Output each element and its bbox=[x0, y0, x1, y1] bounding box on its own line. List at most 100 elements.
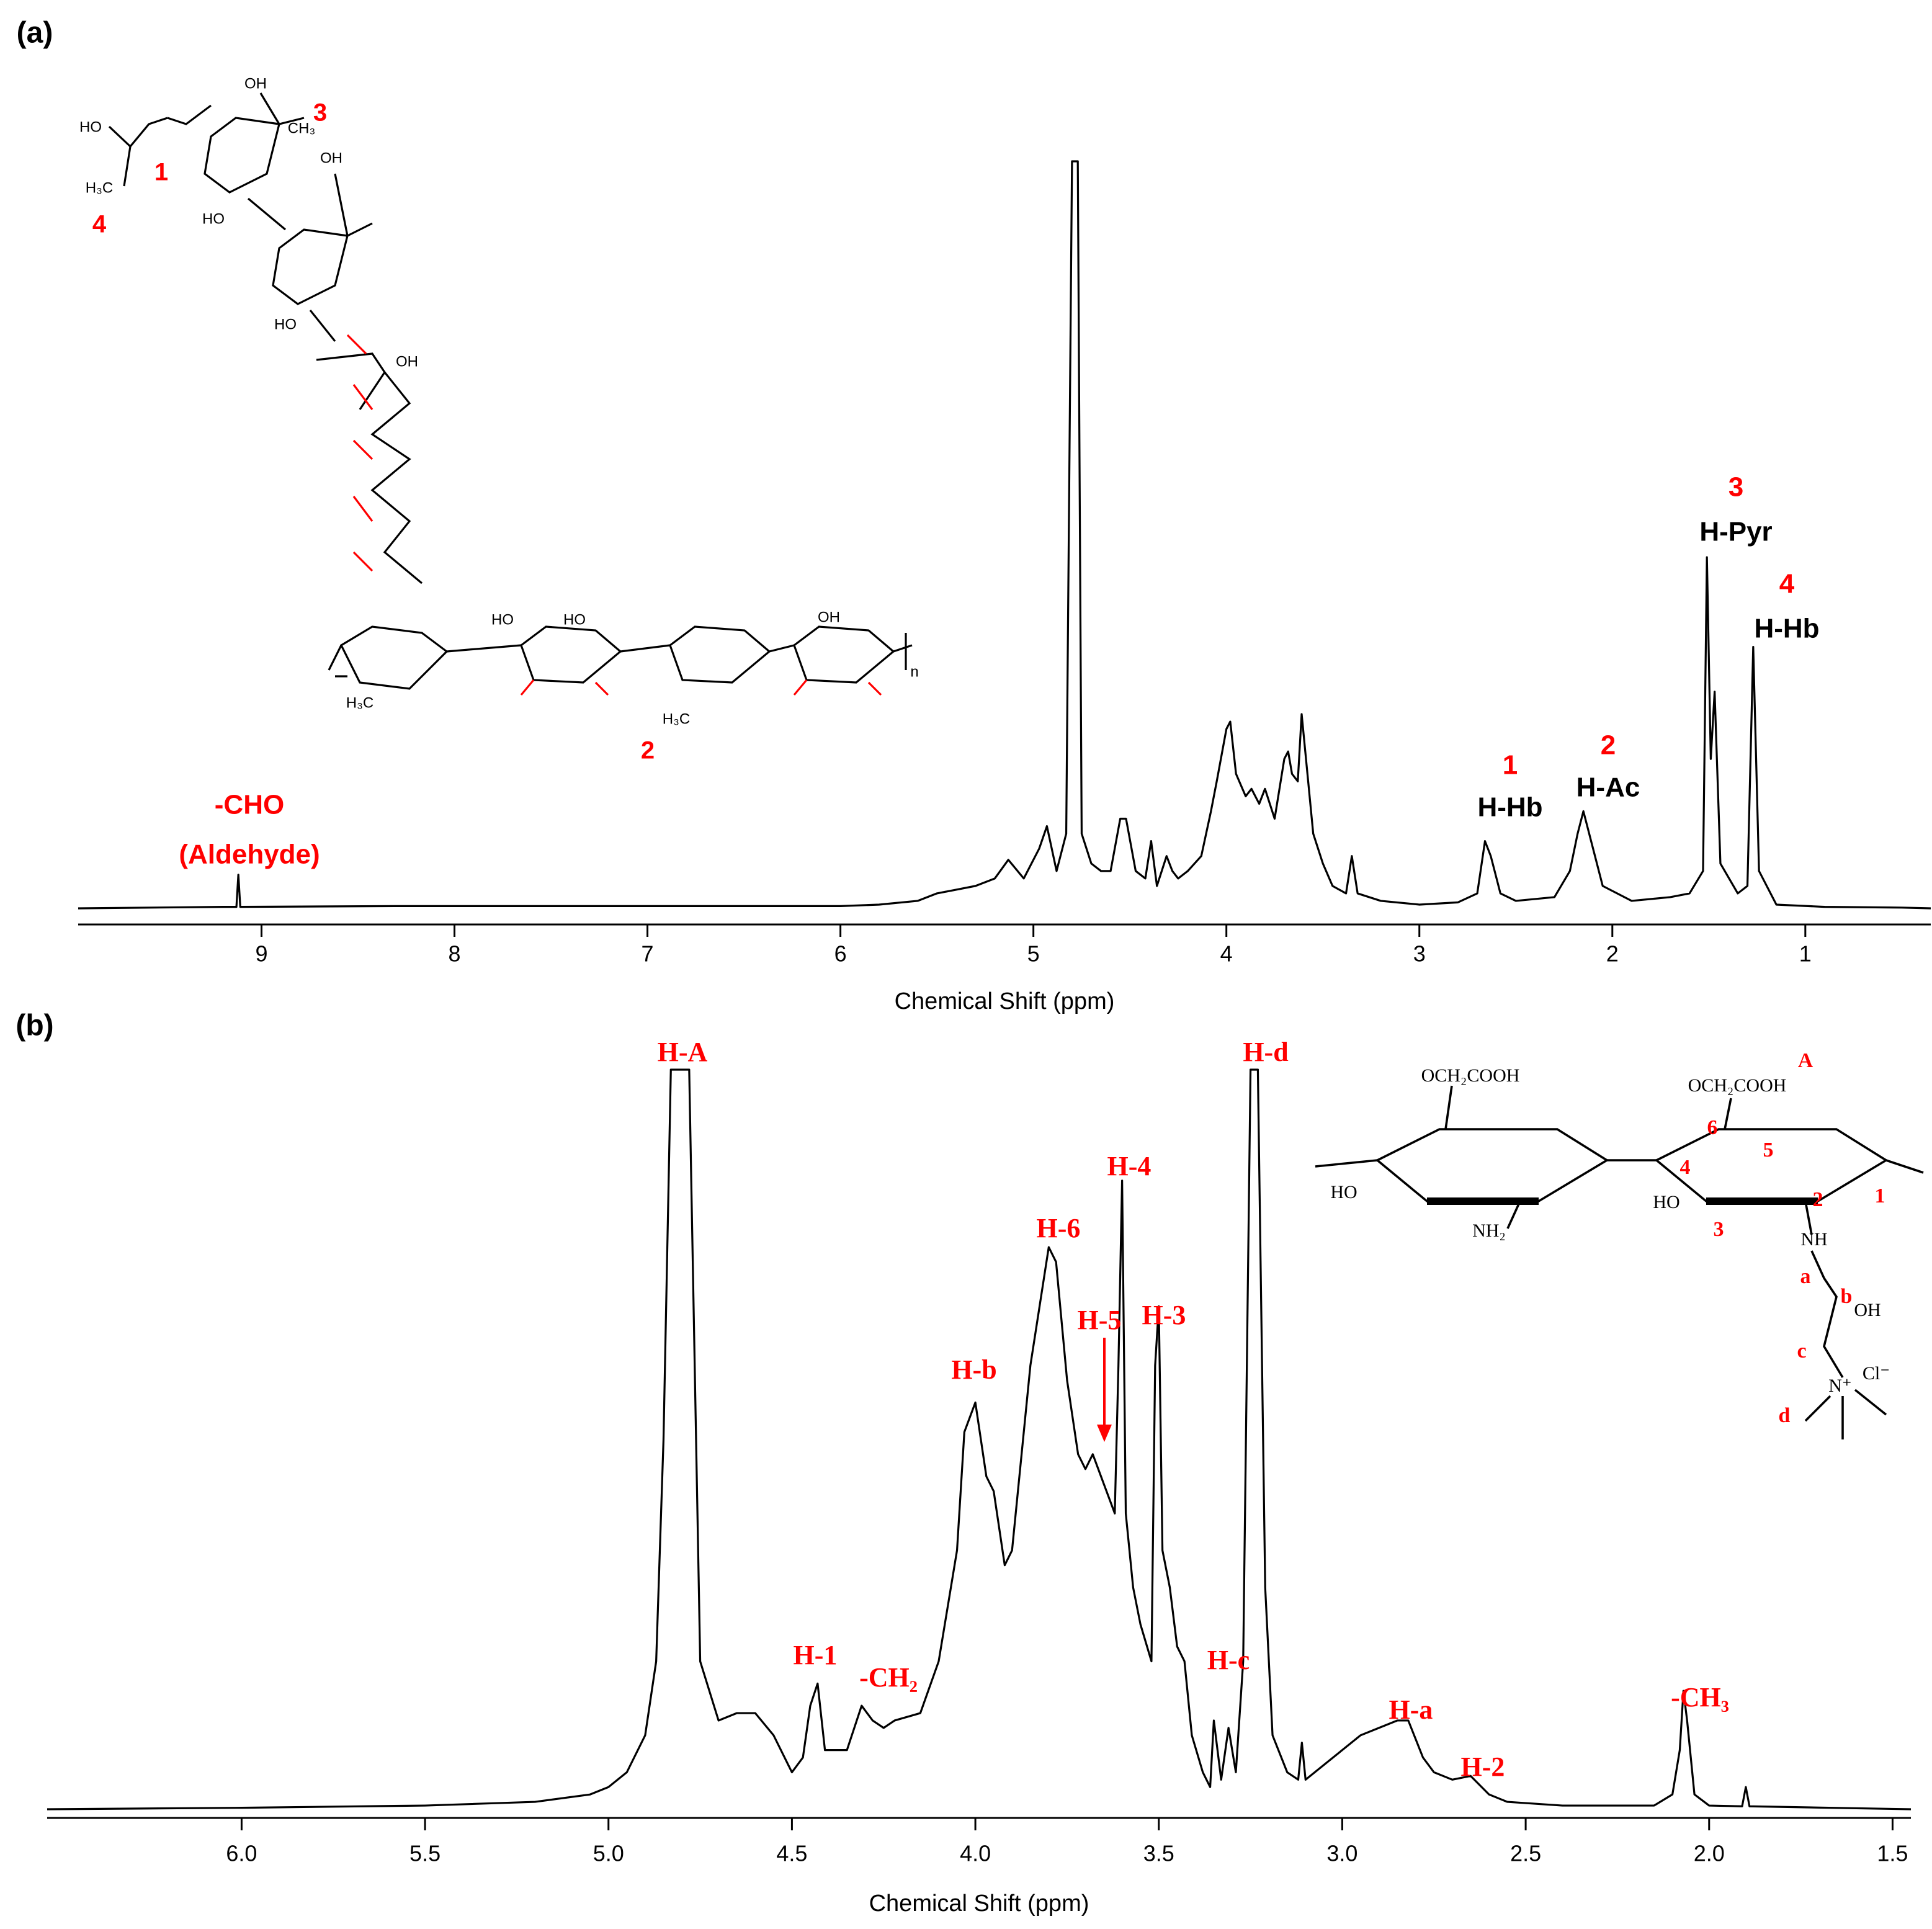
structure-label: NH₂ bbox=[1472, 1220, 1506, 1241]
structure-label: NH bbox=[1800, 1229, 1827, 1250]
peak-label: H-c bbox=[1207, 1645, 1250, 1675]
structure-a-aldehyde bbox=[346, 334, 882, 696]
structure-label: OH bbox=[244, 75, 267, 92]
peak-label: -CH₃ bbox=[1671, 1682, 1729, 1712]
peak-label: H-d bbox=[1243, 1037, 1288, 1067]
structure-label: 2 bbox=[1813, 1188, 1823, 1211]
structure-label: HO bbox=[1653, 1192, 1679, 1212]
x-tick-label: 4.0 bbox=[960, 1841, 991, 1866]
peak-label: -CH₂ bbox=[859, 1662, 918, 1693]
peak-label: H-3 bbox=[1142, 1300, 1186, 1330]
ring bbox=[203, 117, 280, 194]
structure-label: OCH₂COOH bbox=[1688, 1075, 1787, 1096]
structure-label: HO bbox=[202, 210, 225, 227]
peak-label: H-1 bbox=[794, 1640, 838, 1670]
spectrum-line bbox=[47, 1068, 1912, 1810]
x-tick-label: 3.5 bbox=[1143, 1841, 1174, 1866]
structure-label: HO bbox=[79, 119, 102, 135]
x-tick-label: 5.0 bbox=[593, 1841, 624, 1866]
structure-label: H₃C bbox=[663, 710, 690, 727]
structure-label: Cl⁻ bbox=[1863, 1363, 1890, 1384]
x-tick-label: 4 bbox=[1220, 941, 1233, 967]
x-tick-label: 2 bbox=[1606, 941, 1619, 967]
structure-label: 4 bbox=[92, 211, 107, 238]
bond bbox=[316, 352, 386, 373]
peak-label: H-6 bbox=[1037, 1213, 1081, 1243]
structure-label: H₃C bbox=[86, 179, 113, 196]
peak-label: 3 bbox=[1729, 472, 1743, 503]
peak-label: H-Hb bbox=[1477, 792, 1542, 823]
x-tick-label: 1 bbox=[1799, 941, 1812, 967]
peak-label: H-4 bbox=[1107, 1151, 1152, 1181]
structure-b bbox=[1315, 1085, 1924, 1439]
peak-label: 4 bbox=[1779, 569, 1795, 599]
x-tick-label: 7 bbox=[642, 941, 654, 967]
spectrum-line bbox=[78, 160, 1931, 910]
structure-label: OH bbox=[818, 609, 840, 625]
bond bbox=[108, 104, 212, 187]
structure-label: HO bbox=[1330, 1182, 1357, 1202]
peak-label: 2 bbox=[1601, 730, 1616, 761]
structure-label: A bbox=[1798, 1049, 1813, 1072]
structure-label: H₃C bbox=[346, 694, 373, 711]
structure-label: 1 bbox=[154, 159, 168, 186]
bond bbox=[346, 334, 882, 696]
structure-label: 3 bbox=[1714, 1218, 1724, 1241]
structure-label: d bbox=[1779, 1404, 1791, 1427]
peak-label: -CHO bbox=[215, 790, 284, 820]
peak-label: (Aldehyde) bbox=[179, 839, 320, 870]
peak-label: H-2 bbox=[1461, 1752, 1505, 1782]
structure-label: n bbox=[910, 663, 918, 680]
structure-label: 6 bbox=[1707, 1116, 1718, 1139]
structure-label: HO bbox=[491, 611, 514, 628]
peak-label: H-Ac bbox=[1576, 772, 1640, 803]
x-tick-label: 4.5 bbox=[776, 1841, 807, 1866]
structure-label: 3 bbox=[313, 99, 327, 127]
structure-label: N⁺ bbox=[1828, 1376, 1852, 1396]
peak-label: H-a bbox=[1389, 1694, 1433, 1725]
structure-label: OH bbox=[1854, 1300, 1881, 1320]
x-tick-label: 5.5 bbox=[409, 1841, 441, 1866]
x-tick-label: 6 bbox=[834, 941, 847, 967]
arrow-head bbox=[1097, 1425, 1112, 1442]
structure-label: OH bbox=[396, 353, 418, 370]
structure-label: a bbox=[1800, 1265, 1811, 1288]
bond bbox=[1315, 1085, 1924, 1439]
x-tick-label: 2.0 bbox=[1694, 1841, 1725, 1866]
x-tick-label: 2.5 bbox=[1510, 1841, 1541, 1866]
x-tick-label: 1.5 bbox=[1877, 1841, 1908, 1866]
bond bbox=[309, 173, 373, 342]
chain bbox=[359, 370, 423, 584]
structure-label: c bbox=[1797, 1340, 1806, 1363]
x-tick-label: 6.0 bbox=[226, 1841, 257, 1866]
structure-label: HO bbox=[563, 611, 586, 628]
x-tick-label: 3 bbox=[1413, 941, 1426, 967]
structure-label: CH₃ bbox=[288, 120, 315, 137]
x-axis-title: Chemical Shift (ppm) bbox=[869, 1891, 1089, 1917]
x-tick-label: 3.0 bbox=[1326, 1841, 1357, 1866]
peak-label: H-5 bbox=[1078, 1305, 1122, 1335]
structure-label: 1 bbox=[1875, 1184, 1885, 1207]
structure-label: b bbox=[1841, 1285, 1853, 1308]
structure-label: OH bbox=[320, 150, 342, 166]
x-axis-title: Chemical Shift (ppm) bbox=[895, 988, 1115, 1014]
structure-label: 4 bbox=[1680, 1156, 1691, 1179]
structure-label: 5 bbox=[1763, 1139, 1774, 1161]
structure-label: HO bbox=[274, 316, 297, 333]
ring bbox=[272, 228, 349, 305]
x-tick-label: 9 bbox=[255, 941, 267, 967]
panel-label: (b) bbox=[16, 1009, 53, 1042]
x-tick-label: 5 bbox=[1027, 941, 1040, 967]
bond bbox=[328, 633, 913, 678]
bond bbox=[247, 92, 305, 231]
peak-label: H-Hb bbox=[1754, 614, 1819, 644]
peak-label: 1 bbox=[1503, 750, 1518, 781]
x-tick-label: 8 bbox=[449, 941, 461, 967]
peak-label: H-Pyr bbox=[1699, 517, 1772, 547]
structure-label: OCH₂COOH bbox=[1421, 1065, 1520, 1086]
structure-label: 2 bbox=[641, 737, 655, 764]
panel-label: (a) bbox=[17, 17, 53, 50]
